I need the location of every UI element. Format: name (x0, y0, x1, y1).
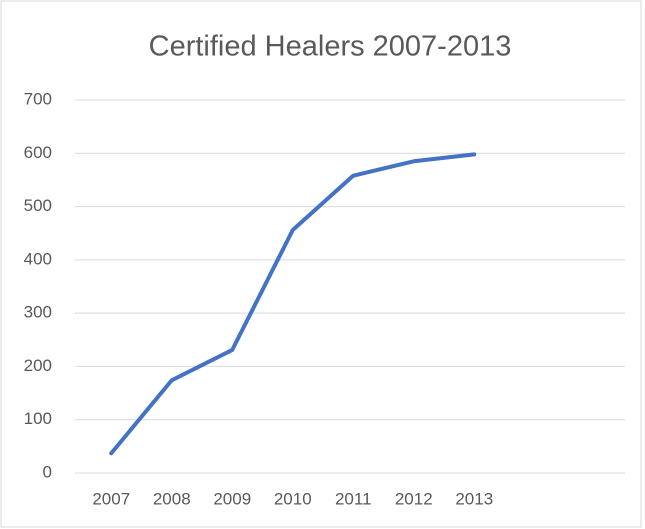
y-tick-label: 500 (24, 196, 52, 215)
y-tick-label: 600 (24, 143, 52, 162)
x-tick-label: 2013 (455, 489, 493, 508)
line-series (109, 152, 477, 456)
y-tick-label: 400 (24, 249, 52, 268)
y-tick-label: 0 (43, 462, 52, 481)
y-tick-label: 100 (24, 409, 52, 428)
x-tick-label: 2011 (335, 489, 372, 508)
x-tick-label: 2007 (92, 489, 130, 508)
y-tick-label: 300 (24, 303, 52, 322)
x-tick-label: 2008 (153, 489, 191, 508)
x-tick-label: 2009 (213, 489, 251, 508)
x-tick-label: 2012 (395, 489, 433, 508)
chart-title: Certified Healers 2007-2013 (149, 31, 512, 63)
y-tick-label: 200 (24, 356, 52, 375)
y-tick-label: 700 (24, 89, 52, 108)
x-tick-label: 2010 (274, 489, 312, 508)
